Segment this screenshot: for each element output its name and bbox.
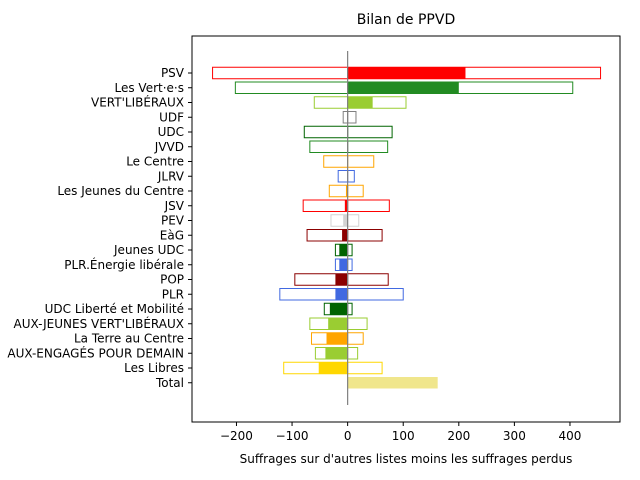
net-bar-row-1	[347, 82, 459, 94]
net-bar-row-20	[318, 362, 348, 374]
category-label: VERT'LIBÉRAUX	[91, 95, 184, 110]
category-label: Jeunes UDC	[113, 243, 184, 257]
net-bar-row-16	[329, 303, 348, 315]
category-label: EàG	[160, 228, 184, 242]
category-label: JLRV	[157, 169, 185, 183]
category-label: UDF	[159, 110, 184, 124]
chart-title: Bilan de PPVD	[357, 12, 455, 28]
x-tick-label: 0	[344, 429, 352, 443]
category-label: JVVD	[154, 140, 184, 154]
category-label: PLR.Énergie libérale	[64, 257, 184, 272]
x-axis-label: Suffrages sur d'autres listes moins les …	[240, 452, 573, 466]
x-tick-label: −100	[276, 429, 309, 443]
x-tick-label: −200	[220, 429, 253, 443]
net-bar-row-9	[344, 200, 348, 212]
category-label: Total	[155, 376, 184, 390]
category-label: AUX-JEUNES VERT'LIBÉRAUX	[14, 316, 185, 331]
category-label: PSV	[161, 66, 185, 80]
category-label: La Terre au Centre	[74, 332, 184, 346]
net-bar-row-12	[339, 244, 348, 256]
net-bar-row-21	[347, 377, 438, 389]
x-tick-label: 100	[392, 429, 415, 443]
net-bar-row-10	[343, 214, 348, 227]
net-bar-row-17	[328, 318, 348, 330]
category-label: Les Jeunes du Centre	[57, 184, 184, 198]
net-bar-row-8	[345, 185, 348, 197]
net-bar-row-11	[342, 229, 348, 241]
category-label: JSV	[164, 199, 185, 213]
net-bar-row-14	[335, 273, 348, 286]
net-bar-row-19	[325, 347, 348, 359]
net-bar-row-15	[335, 288, 348, 300]
x-tick-label: 200	[447, 429, 470, 443]
net-bar-row-0	[347, 67, 466, 79]
category-label: Les Libres	[124, 361, 184, 375]
net-bar-row-2	[347, 96, 373, 109]
x-tick-label: 400	[559, 429, 582, 443]
category-label: POP	[160, 273, 184, 287]
category-label: Le Centre	[126, 155, 184, 169]
bars-group	[212, 51, 602, 405]
net-bar-row-18	[326, 332, 348, 345]
category-label: AUX-ENGAGÉS POUR DEMAIN	[7, 345, 184, 360]
category-label: Les Vert·e·s	[115, 81, 185, 95]
net-bar-row-13	[339, 259, 348, 271]
plot-frame	[191, 35, 621, 423]
x-ticks-group: −200 −100 0 100 200 300 400	[220, 422, 581, 443]
category-label: UDC Liberté et Mobilité	[45, 302, 184, 316]
category-label: PEV	[161, 214, 185, 228]
category-label: PLR	[162, 287, 184, 301]
x-tick-label: 300	[503, 429, 526, 443]
category-label: UDC	[158, 125, 184, 139]
